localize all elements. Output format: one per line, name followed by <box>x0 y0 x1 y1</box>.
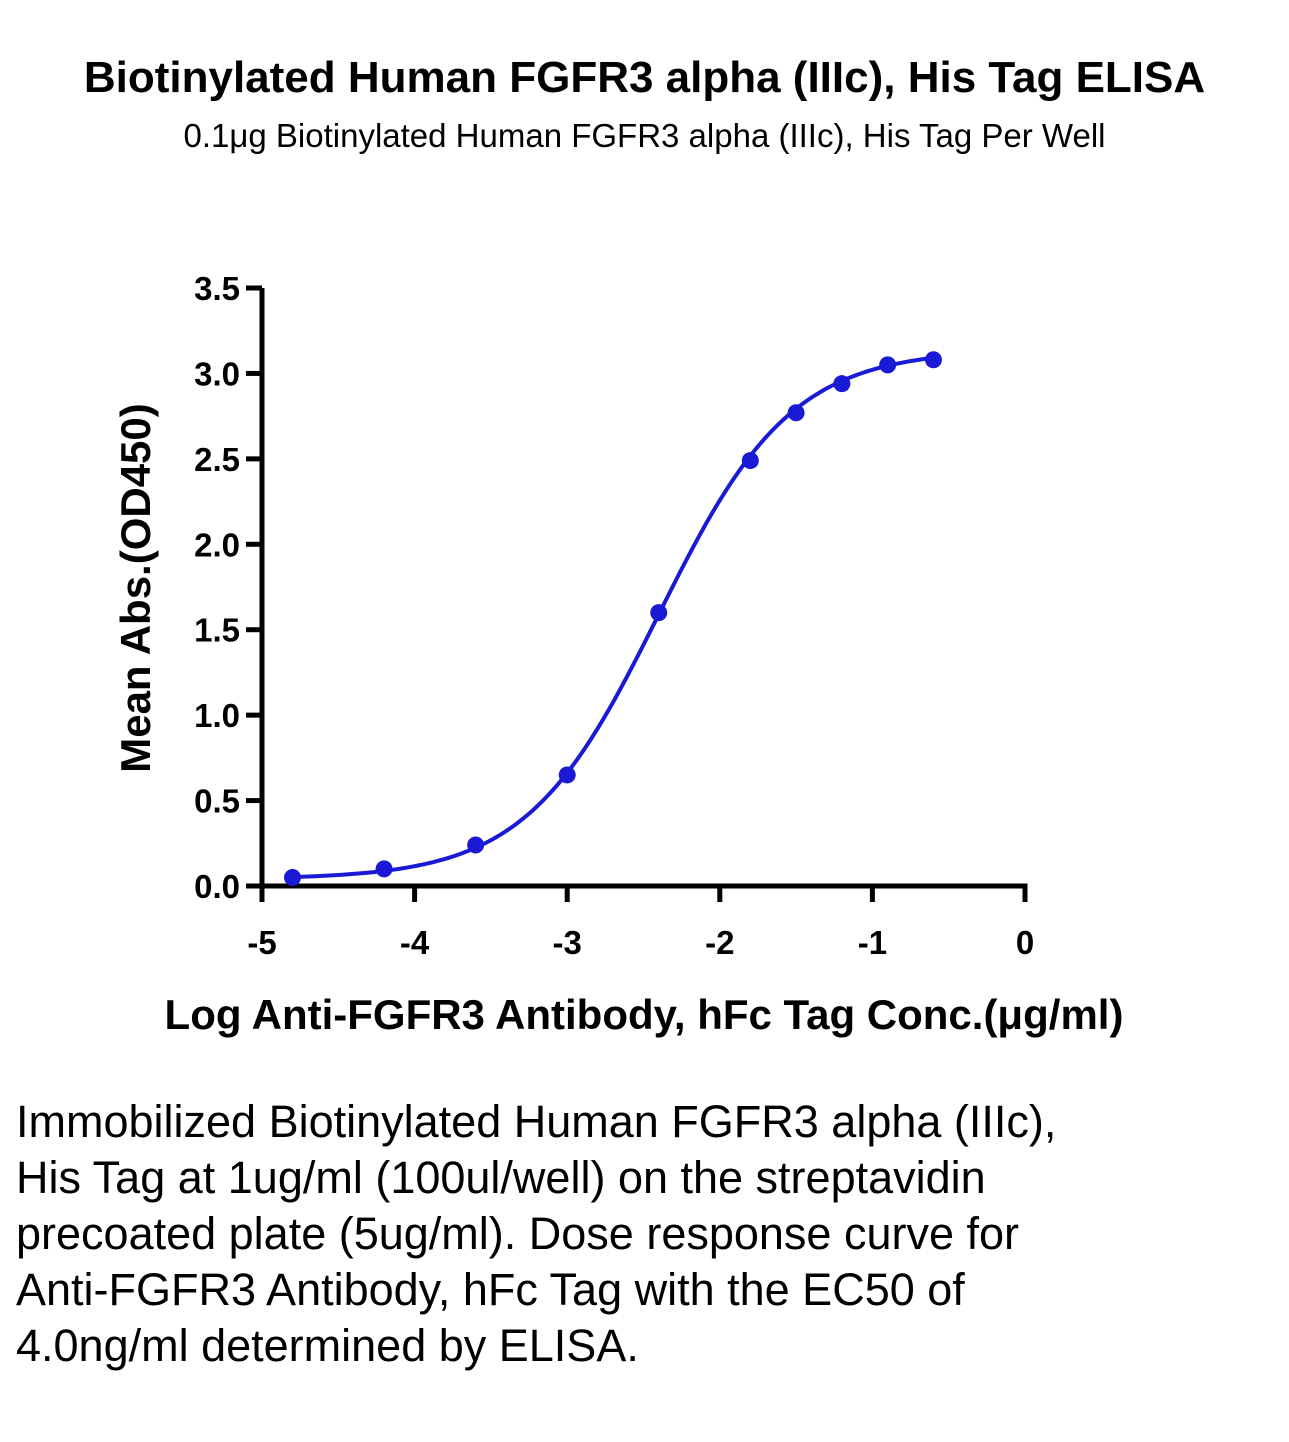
x-axis-label: Log Anti-FGFR3 Antibody, hFc Tag Conc.(μ… <box>165 991 1124 1038</box>
x-tick-label: -3 <box>553 924 582 961</box>
data-point <box>924 351 942 369</box>
x-tick-label: -4 <box>400 924 430 961</box>
figure-caption: Immobilized Biotinylated Human FGFR3 alp… <box>16 1096 1057 1371</box>
data-point <box>558 766 576 784</box>
y-axis-label: Mean Abs.(OD450) <box>112 403 159 773</box>
x-tick-label: -1 <box>858 924 887 961</box>
data-point <box>467 836 485 854</box>
chart-title: Biotinylated Human FGFR3 alpha (IIIc), H… <box>83 53 1206 102</box>
data-point <box>787 404 805 422</box>
data-point <box>284 868 302 886</box>
y-tick-label: 2.0 <box>194 526 240 563</box>
x-tick-label: -5 <box>247 924 276 961</box>
fit-curve-layer <box>292 355 934 880</box>
y-tick-label: 2.5 <box>194 441 240 478</box>
y-tick-label: 3.5 <box>194 270 240 307</box>
chart-plot: -5 -4 -3 -2 -1 0 0.0 0.5 1.0 1.5 2.0 2.5 3.0 3.5 Log … <box>112 270 1124 1038</box>
x-tick-label: -2 <box>705 924 734 961</box>
data-point <box>879 356 897 374</box>
x-tick-label: 0 <box>1016 924 1034 961</box>
data-point <box>375 860 393 878</box>
data-points-layer <box>284 351 942 886</box>
chart-ticks: -5 -4 -3 -2 -1 0 0.0 0.5 1.0 1.5 2.0 2.5 3.0 3.5 <box>194 270 1034 961</box>
y-tick-label: 0.5 <box>194 783 240 820</box>
data-point <box>741 452 759 470</box>
chart-axes <box>259 288 1028 889</box>
data-point <box>650 604 668 622</box>
y-tick-label: 1.0 <box>194 697 240 734</box>
fit-curve <box>292 355 934 880</box>
chart-subtitle: 0.1μg Biotinylated Human FGFR3 alpha (II… <box>183 117 1106 154</box>
y-tick-label: 1.5 <box>194 612 240 649</box>
y-tick-label: 3.0 <box>194 355 240 392</box>
y-tick-label: 0.0 <box>194 868 240 905</box>
data-point <box>833 375 851 393</box>
